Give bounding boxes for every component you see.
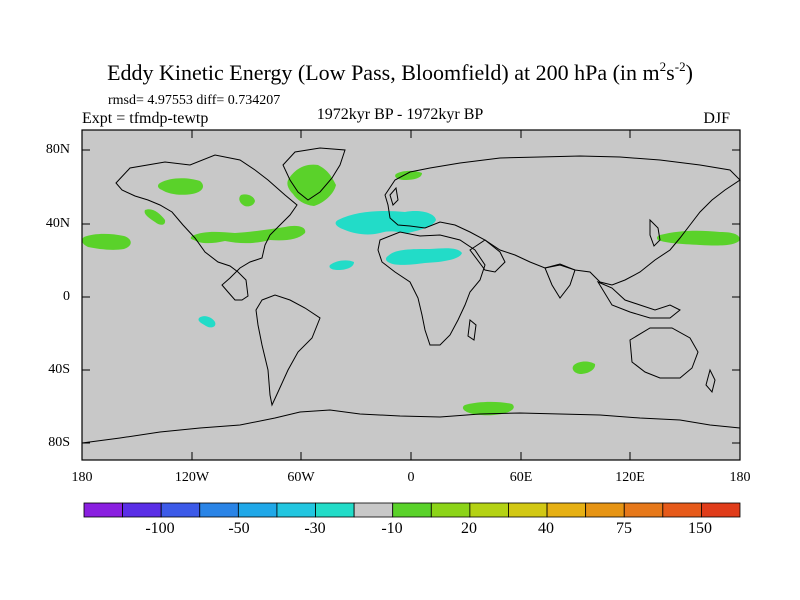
colorbar-swatch [392,502,432,518]
region-greenland [287,164,336,206]
colorbar-swatch [623,502,664,518]
colorbar-swatch [353,502,394,518]
x-tick-label: 120W [174,470,210,485]
experiment-label: Expt = tfmdp-tewtp [82,110,209,127]
period-label: 1972kyr BP - 1972kyr BP [316,106,484,123]
coast-new-zealand [705,368,716,394]
coast-southeast-asia [596,280,681,319]
region-northwest-pacific [656,230,740,246]
region-alaska [157,178,204,195]
y-tick-label: 40S [48,362,70,377]
colorbar-swatch [546,502,587,518]
x-tick-label: 180 [71,470,93,485]
region-north-atlantic-europe [335,210,436,235]
coastlines [81,147,741,444]
y-tick-label: 40N [45,216,70,231]
colorbar-swatch [430,502,471,518]
plot-title: Eddy Kinetic Energy (Low Pass, Bloomfiel… [107,59,693,85]
region-southern-indian-ocean [572,361,596,374]
region-scandinavia [395,170,422,180]
colorbar-label: 150 [688,520,712,537]
colorbar-label: 20 [461,520,477,537]
colorbar-swatch [585,502,625,518]
coast-australia [629,327,699,379]
colorbar-label: -50 [228,520,250,537]
region-north-africa [385,248,462,265]
colorbar-label: -10 [381,520,403,537]
colorbar-swatch [276,502,316,518]
x-tick-label: 60E [509,470,533,485]
rmsd-diff-stats: rmsd= 4.97553 diff= 0.734207 [108,93,281,108]
region-southern-ocean [462,401,514,416]
coast-arabia [469,239,506,273]
coast-africa [377,231,486,346]
coast-south-america [255,294,321,407]
region-hudson-bay [239,194,255,207]
colorbar-swatch [160,502,201,518]
coast-japan [649,218,661,247]
shaded-regions [81,164,740,416]
colorbar-swatch [662,502,702,518]
x-tick-label: 180 [729,470,751,485]
colorbar-label: -30 [304,520,326,537]
colorbar-swatch [701,502,741,518]
colorbar [83,502,741,518]
colorbar-swatch [469,502,509,518]
colorbar-swatch [508,502,548,518]
x-tick-label: 120E [615,470,645,485]
colorbar-label: 40 [538,520,554,537]
axis-ticks [81,130,741,460]
y-tick-label: 0 [63,289,70,304]
colorbar-label: 75 [616,520,632,537]
coast-north-america [115,154,298,301]
x-tick-label: 60W [287,470,315,485]
colorbar-swatch [237,502,278,518]
colorbar-swatch [122,502,162,518]
coast-india [544,263,576,299]
coast-eurasia [384,155,741,286]
region-north-pacific-west [81,233,131,250]
x-tick-label: 0 [407,470,415,485]
coast-antarctica [81,409,741,444]
region-central-atlantic [329,260,354,270]
y-tick-label: 80S [48,435,70,450]
region-south-pacific [198,316,216,328]
colorbar-swatch [315,502,355,518]
region-north-pacific-east [144,209,166,225]
coast-greenland [282,147,346,201]
coast-madagascar [467,319,477,341]
colorbar-swatch [83,502,123,518]
colorbar-label: -100 [145,520,175,537]
colorbar-swatch [199,502,239,518]
coast-british-isles [389,186,399,206]
y-tick-label: 80N [45,142,70,157]
region-north-america-atlantic [190,225,306,244]
season-label: DJF [703,110,730,127]
